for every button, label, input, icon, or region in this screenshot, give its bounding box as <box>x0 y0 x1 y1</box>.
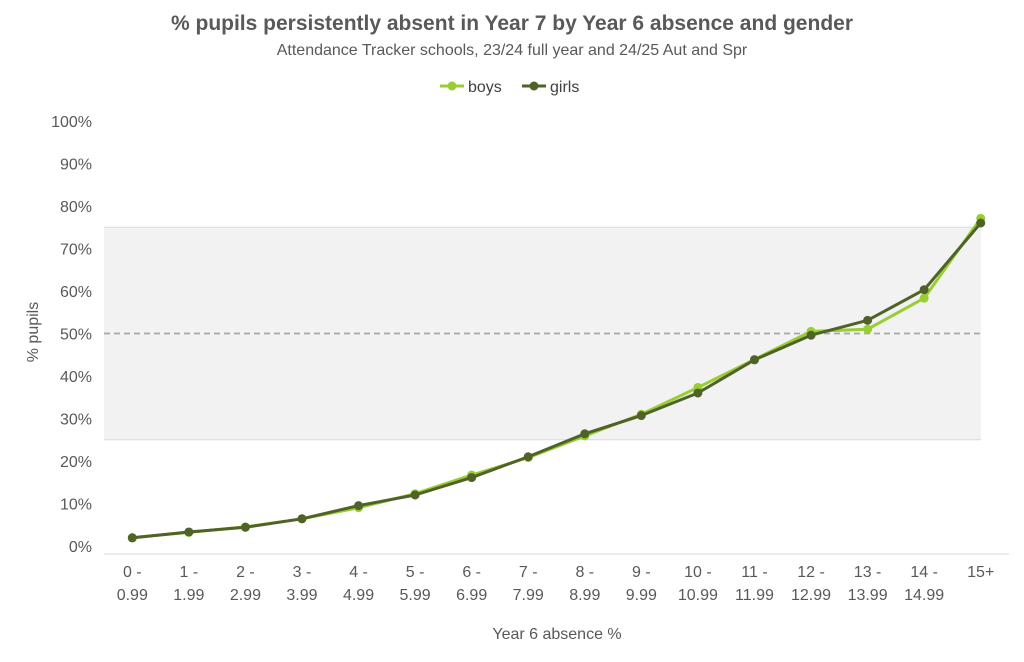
y-tick-label: 40% <box>60 369 92 386</box>
chart-subtitle: Attendance Tracker schools, 23/24 full y… <box>277 42 748 59</box>
chart-title: % pupils persistently absent in Year 7 b… <box>171 12 853 35</box>
y-tick-label: 100% <box>51 114 92 131</box>
legend: boys girls <box>440 79 579 96</box>
x-tick-label: 11 -11.99 <box>735 564 774 604</box>
series-line-girls <box>132 222 982 540</box>
x-tick-label: 13 -13.99 <box>848 564 888 604</box>
x-tick-label: 9 -9.99 <box>626 564 657 604</box>
data-point-girls <box>523 452 533 462</box>
data-point-girls <box>580 429 590 439</box>
x-tick-label: 10 -10.99 <box>678 564 718 604</box>
legend-marker-girls <box>529 81 539 91</box>
data-point-girls <box>749 355 759 365</box>
data-point-girls <box>240 522 250 532</box>
legend-label-boys: boys <box>468 79 502 96</box>
x-tick-label: 3 -3.99 <box>286 564 317 604</box>
data-point-girls <box>354 501 364 511</box>
x-tick-label: 14 -14.99 <box>904 564 944 604</box>
y-tick-label: 0% <box>69 539 92 556</box>
y-tick-label: 70% <box>60 242 92 259</box>
data-point-girls <box>693 388 703 398</box>
y-axis-label: % pupils <box>25 302 42 362</box>
data-point-girls <box>976 218 986 228</box>
y-tick-label: 30% <box>60 412 92 429</box>
x-tick-label: 8 -8.99 <box>569 564 600 604</box>
x-tick-label: 5 -5.99 <box>400 564 431 604</box>
data-point-girls <box>467 473 477 483</box>
data-point-girls <box>410 490 420 500</box>
y-tick-label: 90% <box>60 157 92 174</box>
data-point-girls <box>297 514 307 524</box>
data-point-girls <box>184 527 194 537</box>
data-point-girls <box>919 285 929 295</box>
x-tick-label: 6 -6.99 <box>456 564 487 604</box>
x-tick-label: 7 -7.99 <box>513 564 544 604</box>
plot-area: 0% 10% 20% 30% 40% 50% 60% 70% 80% 90% 100% 0 -0.99… <box>51 114 1009 604</box>
y-tick-label: 50% <box>60 327 92 344</box>
x-axis-label: Year 6 absence % <box>492 626 621 643</box>
data-point-girls <box>636 411 646 421</box>
x-tick-label: 1 -1.99 <box>173 564 204 604</box>
data-point-girls <box>127 533 137 543</box>
legend-marker-boys <box>447 81 457 91</box>
x-tick-label: 2 -2.99 <box>230 564 261 604</box>
x-tick-label: 15+ <box>967 564 994 581</box>
data-point-boys <box>863 324 873 334</box>
data-point-boys <box>919 293 929 303</box>
x-tick-label: 0 -0.99 <box>117 564 148 604</box>
x-tick-label: 4 -4.99 <box>343 564 374 604</box>
y-tick-label: 10% <box>60 497 92 514</box>
x-tick-label: 12 -12.99 <box>791 564 831 604</box>
legend-label-girls: girls <box>550 79 579 96</box>
y-tick-label: 80% <box>60 199 92 216</box>
data-point-girls <box>863 315 873 325</box>
y-tick-label: 60% <box>60 284 92 301</box>
data-point-girls <box>806 330 816 340</box>
y-tick-label: 20% <box>60 454 92 471</box>
